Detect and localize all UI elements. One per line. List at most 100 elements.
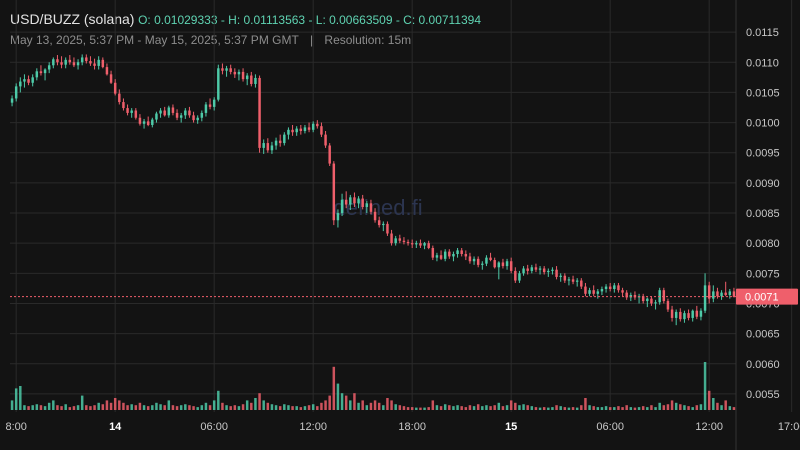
candle-body: [349, 197, 352, 205]
volume-bar: [534, 407, 538, 410]
volume-bar: [617, 406, 620, 410]
volume-bar: [646, 407, 649, 410]
volume-bar: [126, 405, 129, 410]
candle-body: [307, 127, 311, 130]
volume-bar: [637, 407, 641, 410]
volume-bar: [481, 406, 484, 410]
volume-bar: [423, 407, 426, 410]
volume-bar: [303, 406, 307, 410]
volume-bar: [683, 405, 686, 410]
candle-body: [262, 143, 265, 148]
volume-bar: [47, 402, 51, 410]
price-axis[interactable]: 0.0115 0.0110 0.0105 0.0100 0.0095 0.0090 0.00…: [746, 27, 780, 401]
candle-body: [509, 261, 513, 271]
volume-bar: [501, 406, 505, 410]
volume-bar: [679, 404, 682, 410]
candle-body: [567, 279, 571, 281]
volume-bar: [287, 405, 290, 410]
resolution-label[interactable]: Resolution: 15m: [324, 33, 412, 47]
volume-bar: [369, 402, 373, 410]
candle-body: [402, 240, 406, 242]
volume-bar: [361, 400, 364, 410]
candle-body: [448, 251, 451, 257]
candle-body: [217, 68, 220, 100]
candle-body: [410, 243, 414, 245]
volume-bar: [64, 404, 67, 410]
candle-body: [547, 270, 550, 273]
candle-body: [85, 57, 88, 62]
candle-body: [283, 134, 286, 144]
volume-bar: [76, 405, 80, 410]
candle-body: [130, 110, 133, 113]
volume-bar: [538, 407, 542, 410]
volume-bar: [237, 406, 241, 410]
candle-body: [196, 117, 199, 121]
volume-bar: [159, 404, 162, 410]
volume-bar: [596, 407, 600, 410]
volume-bar: [476, 404, 480, 410]
candle-body: [208, 104, 212, 107]
candle-body: [39, 71, 43, 74]
candle-body: [575, 280, 579, 282]
candle-body: [707, 285, 711, 299]
volume-bar: [283, 404, 286, 410]
volume-bar: [530, 406, 534, 410]
candle-body: [443, 251, 447, 259]
candle-body: [80, 57, 84, 63]
candle-body: [23, 79, 26, 82]
volume-bar: [489, 406, 492, 410]
volume-bar: [332, 366, 336, 410]
candle-body: [580, 280, 583, 287]
volume-bar: [134, 405, 138, 410]
volume-bar: [353, 393, 356, 410]
volume-bar: [179, 405, 183, 410]
candle-body: [604, 286, 608, 289]
candle-body: [439, 255, 443, 259]
candle-body: [596, 291, 600, 294]
volume-bar: [122, 402, 125, 410]
candle-body: [163, 110, 166, 116]
candle-body: [184, 110, 187, 116]
volume-bar: [641, 406, 645, 410]
volume-bar: [658, 402, 661, 410]
candle-body: [43, 69, 47, 74]
volume-bar: [221, 402, 224, 410]
volume-bar: [435, 405, 439, 410]
volume-bar: [415, 407, 418, 410]
candle-body: [192, 115, 195, 121]
candle-body: [336, 213, 340, 221]
candle-body: [134, 110, 138, 118]
watermark: defined.fi: [333, 195, 422, 220]
candle-body: [592, 290, 595, 294]
candle-body: [456, 250, 459, 255]
candle-body: [10, 98, 14, 103]
candle-body: [415, 243, 418, 245]
volume-bar: [52, 400, 55, 410]
last-price-marker: 0.0071: [10, 288, 798, 305]
volume-bar: [291, 406, 294, 410]
candle-body: [538, 268, 542, 270]
candle-body: [472, 258, 476, 262]
candle-body: [27, 79, 30, 83]
candle-body: [526, 268, 529, 271]
candle-body: [295, 128, 298, 133]
candle-body: [56, 59, 59, 63]
time-axis[interactable]: 8:00 14 06:00 12:00 18:00 15 06:00 12:00 17:00: [5, 421, 800, 433]
volume-bar: [571, 407, 575, 410]
candle-body: [621, 290, 624, 293]
volume-bar: [208, 405, 212, 410]
candle-body: [361, 198, 364, 207]
volume-bar: [212, 400, 216, 410]
candle-body: [118, 93, 121, 103]
volume-bar: [703, 362, 707, 410]
candle-body: [716, 291, 719, 297]
candle-body: [584, 286, 587, 294]
candle-body: [316, 123, 319, 127]
volume-bar: [299, 407, 303, 410]
volume-bar: [547, 407, 550, 410]
candle-body: [142, 121, 146, 124]
volume-bar: [373, 400, 377, 410]
y-tick-label: 0.0080: [746, 238, 780, 250]
candle-body: [460, 250, 463, 255]
